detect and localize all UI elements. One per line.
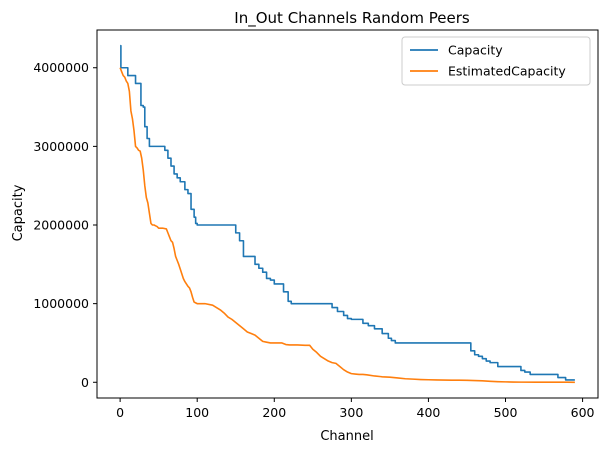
series-line-capacity (120, 44, 575, 381)
x-tick-label: 600 (571, 405, 595, 420)
series-layer (119, 44, 575, 384)
x-tick-label: 500 (494, 405, 518, 420)
legend-label-estimatedcapacity: EstimatedCapacity (448, 64, 566, 79)
chart-title: In_Out Channels Random Peers (234, 9, 470, 28)
y-axis: 0 1000000 2000000 3000000 4000000 (33, 60, 97, 390)
x-tick-label: 0 (116, 405, 124, 420)
y-tick-label: 4000000 (33, 60, 89, 75)
x-tick-label: 400 (417, 405, 441, 420)
legend-label-capacity: Capacity (448, 43, 503, 58)
y-tick-label: 1000000 (33, 296, 89, 311)
y-axis-label: Capacity (11, 184, 26, 241)
plot-frame (96, 29, 599, 399)
x-tick-label: 200 (262, 405, 286, 420)
y-tick-label: 2000000 (33, 218, 89, 233)
x-axis-label: Channel (320, 429, 373, 444)
legend: Capacity EstimatedCapacity (401, 36, 591, 86)
y-tick-label: 3000000 (33, 139, 89, 154)
x-tick-label: 100 (185, 405, 209, 420)
y-tick-label: 0 (81, 375, 89, 390)
x-axis: 0 100 200 300 400 500 600 (116, 398, 595, 420)
legend-box (401, 36, 591, 86)
series-line-estimatedcapacity (119, 67, 575, 384)
x-tick-label: 300 (339, 405, 363, 420)
